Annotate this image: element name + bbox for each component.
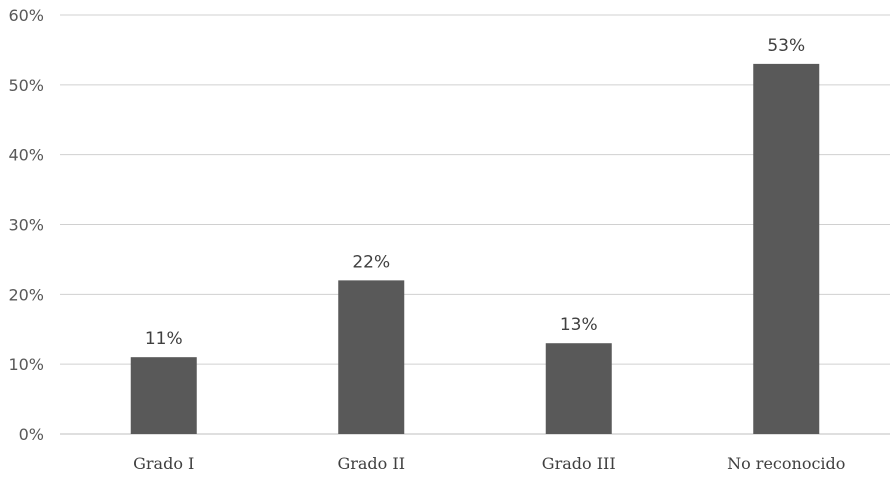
bar: [545, 343, 612, 434]
data-label: 13%: [560, 315, 598, 335]
bars: [130, 63, 820, 435]
y-tick-label: 30%: [8, 216, 44, 235]
bar: [130, 357, 197, 434]
data-label: 22%: [352, 252, 390, 272]
y-tick-label: 60%: [8, 6, 44, 25]
x-category-label: No reconocido: [727, 454, 845, 473]
y-tick-label: 40%: [8, 146, 44, 165]
y-axis-tick-labels: 0% 10% 20% 30% 40% 50% 60%: [8, 6, 44, 444]
y-tick-label: 10%: [8, 355, 44, 374]
data-label: 53%: [767, 36, 805, 56]
y-tick-label: 50%: [8, 76, 44, 95]
x-category-label: Grado II: [337, 454, 405, 473]
x-category-label: Grado III: [542, 454, 616, 473]
data-label: 11%: [145, 329, 183, 349]
gridlines: [60, 14, 890, 435]
y-tick-label: 0%: [19, 425, 44, 444]
x-axis-category-labels: Grado I Grado II Grado III No reconocido: [133, 454, 845, 473]
x-category-label: Grado I: [133, 454, 194, 473]
data-labels: 11% 22% 13% 53%: [145, 36, 805, 349]
bar: [338, 280, 405, 434]
y-tick-label: 20%: [8, 285, 44, 304]
bar: [753, 63, 820, 435]
